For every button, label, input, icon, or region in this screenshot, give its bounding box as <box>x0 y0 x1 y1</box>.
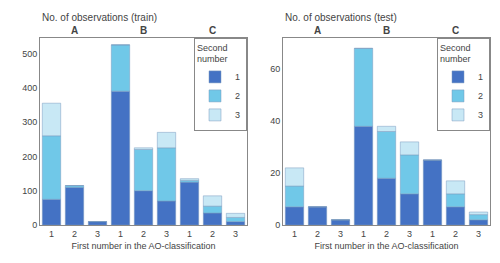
svg-text:Secondnumber: Secondnumber <box>197 43 228 65</box>
svg-text:1: 1 <box>430 229 435 239</box>
svg-text:1: 1 <box>361 229 366 239</box>
svg-text:400: 400 <box>22 83 37 93</box>
svg-text:B: B <box>140 25 147 36</box>
svg-text:3: 3 <box>338 229 343 239</box>
svg-text:40: 40 <box>270 116 280 126</box>
svg-text:3: 3 <box>95 229 100 239</box>
svg-text:2: 2 <box>478 91 483 101</box>
svg-text:0: 0 <box>32 220 37 230</box>
svg-text:0: 0 <box>275 220 280 230</box>
svg-text:Secondnumber: Secondnumber <box>440 43 471 65</box>
svg-text:20: 20 <box>270 168 280 178</box>
svg-text:C: C <box>452 25 459 36</box>
svg-text:1: 1 <box>292 229 297 239</box>
svg-text:100: 100 <box>22 186 37 196</box>
svg-text:3: 3 <box>407 229 412 239</box>
svg-text:First number in the AO-classif: First number in the AO-classification <box>71 241 215 251</box>
svg-text:500: 500 <box>22 49 37 59</box>
svg-text:2: 2 <box>141 229 146 239</box>
svg-text:C: C <box>209 25 216 36</box>
svg-text:1: 1 <box>235 72 240 82</box>
svg-text:60: 60 <box>270 64 280 74</box>
svg-text:2: 2 <box>235 91 240 101</box>
svg-text:3: 3 <box>478 110 483 120</box>
svg-text:1: 1 <box>478 72 483 82</box>
svg-text:200: 200 <box>22 152 37 162</box>
svg-text:2: 2 <box>384 229 389 239</box>
svg-text:1: 1 <box>49 229 54 239</box>
svg-text:300: 300 <box>22 117 37 127</box>
svg-text:1: 1 <box>187 229 192 239</box>
svg-text:A: A <box>71 25 78 36</box>
svg-text:B: B <box>383 25 390 36</box>
svg-text:First number in the AO-classif: First number in the AO-classification <box>314 241 458 251</box>
svg-text:No. of observations (test): No. of observations (test) <box>285 12 397 23</box>
svg-text:2: 2 <box>210 229 215 239</box>
svg-text:A: A <box>314 25 321 36</box>
svg-text:3: 3 <box>233 229 238 239</box>
svg-text:2: 2 <box>453 229 458 239</box>
svg-text:3: 3 <box>164 229 169 239</box>
svg-text:No. of observations (train): No. of observations (train) <box>42 12 157 23</box>
svg-text:2: 2 <box>315 229 320 239</box>
svg-text:3: 3 <box>476 229 481 239</box>
svg-text:3: 3 <box>235 110 240 120</box>
svg-text:2: 2 <box>72 229 77 239</box>
svg-text:1: 1 <box>118 229 123 239</box>
